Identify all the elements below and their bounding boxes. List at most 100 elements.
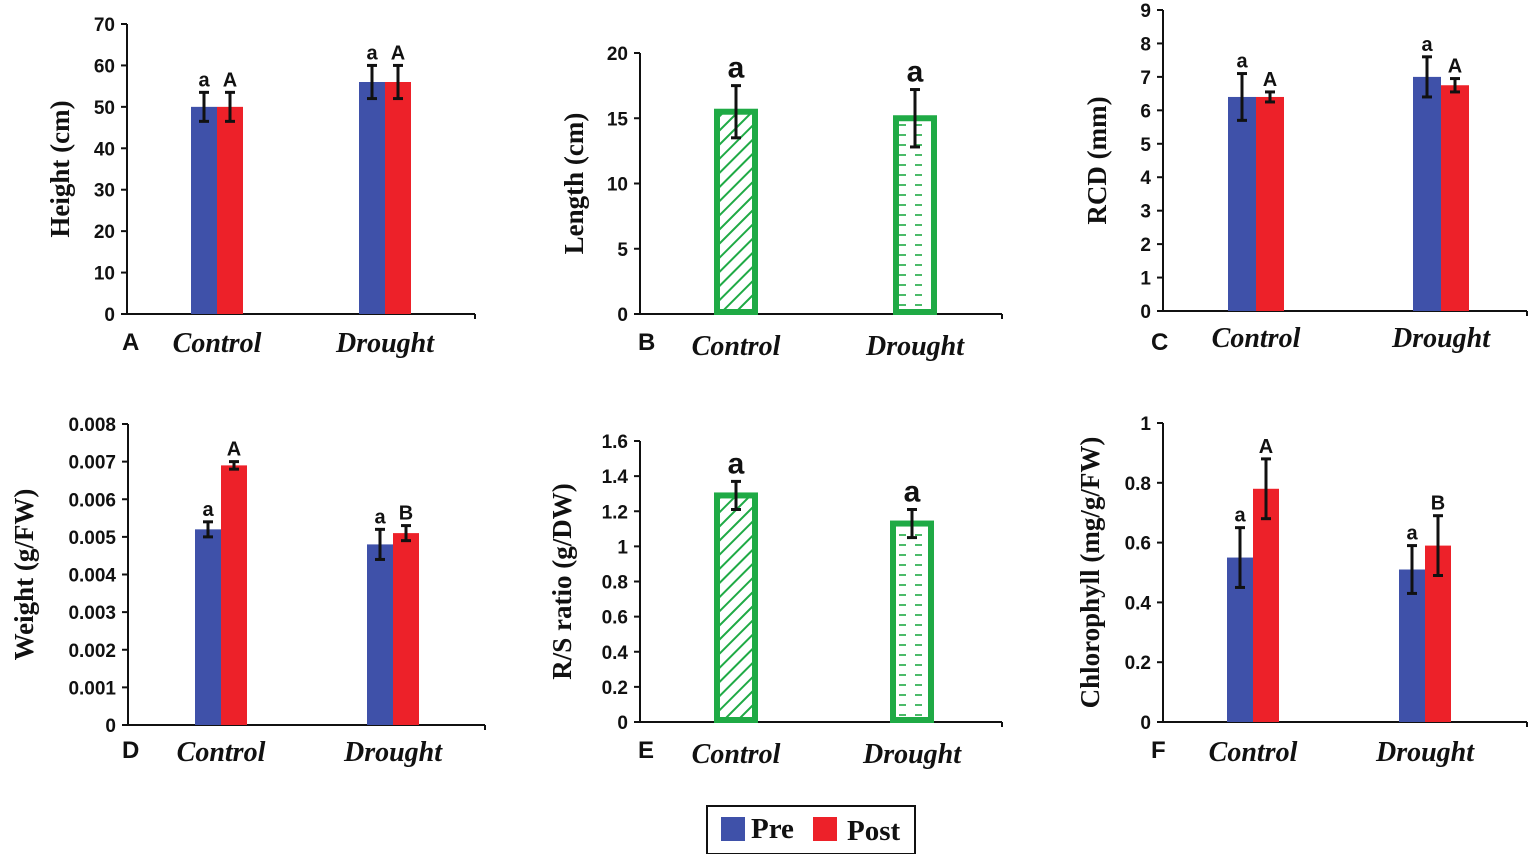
bar-post-drought [1441, 85, 1469, 311]
y-tick-label: 0.006 [68, 490, 116, 511]
y-tick-label: 30 [94, 181, 115, 202]
y-tick-label: 0.6 [1125, 534, 1151, 555]
chart-panel-e: 0 0.2 0.4 0.6 0.8 1 1.2 1.4 1.6 R/S ratio (g/DW) C… [547, 432, 1003, 770]
y-tick-label: 0.4 [602, 643, 629, 664]
y-axis-title: R/S ratio (g/DW) [547, 483, 577, 679]
y-tick-label: 70 [94, 15, 115, 36]
y-tick-label: 20 [607, 44, 628, 65]
bar-post-control [217, 106, 243, 314]
category-label: Drought [862, 739, 962, 770]
significance-letter: A [1259, 436, 1273, 458]
y-tick-label: 0 [105, 716, 116, 737]
chart-panel-b: 0 5 10 15 20 Length (cm) Control Drought Ba a [559, 44, 1003, 362]
bar-pre-drought [1413, 76, 1441, 311]
y-tick-label: 0.004 [68, 566, 116, 587]
y-axis-title: Length (cm) [559, 113, 589, 255]
bar-rs-control [714, 492, 758, 723]
y-tick-label: 0.008 [68, 415, 116, 436]
y-tick-label: 0.003 [68, 603, 116, 624]
chart-panel-a: 0 10 20 30 40 50 60 70 Height (cm) Control Drought… [45, 15, 476, 359]
y-tick-label: 6 [1140, 101, 1151, 122]
panel-label: A [122, 329, 139, 356]
significance-letter: A [1448, 56, 1462, 78]
y-tick-label: 2 [1140, 235, 1151, 256]
significance-letter: a [907, 56, 924, 89]
y-tick-label: 0.001 [68, 678, 116, 699]
bar-post-control [1253, 488, 1279, 722]
category-label: Drought [335, 328, 435, 359]
y-tick-label: 0 [617, 713, 628, 734]
bar-post-control [1256, 96, 1284, 311]
y-tick-label: 8 [1140, 34, 1151, 55]
y-tick-label: 0 [617, 305, 628, 326]
y-tick-label: 4 [1140, 168, 1151, 189]
legend-swatch-post [813, 817, 837, 841]
y-tick-label: 0 [1140, 302, 1151, 323]
significance-letter: A [223, 69, 237, 91]
y-tick-label: 0.007 [68, 453, 116, 474]
panel-label: E [638, 737, 654, 764]
y-tick-label: 40 [94, 139, 115, 160]
y-tick-label: 1 [617, 537, 628, 558]
bar-pre-control [195, 529, 221, 725]
category-label: Control [1209, 737, 1298, 768]
chart-panel-f: 0 0.2 0.4 0.6 0.8 1 Chlorophyll (mg/g/FW) Contr… [1075, 414, 1528, 768]
legend-swatch-pre [721, 817, 745, 841]
significance-letter: a [1236, 51, 1248, 73]
panel-label: D [122, 737, 139, 764]
category-label: Control [173, 328, 262, 359]
y-tick-label: 10 [607, 175, 628, 196]
y-tick-label: 0.2 [602, 678, 628, 699]
category-label: Drought [1375, 737, 1475, 768]
y-axis-title: Height (cm) [45, 100, 75, 237]
y-axis-title: Chlorophyll (mg/g/FW) [1075, 437, 1105, 709]
y-tick-label: 0.2 [1125, 653, 1151, 674]
y-tick-label: 3 [1140, 202, 1151, 223]
bar-pre-control [191, 106, 217, 314]
bar-root-control [714, 108, 758, 315]
category-label: Drought [865, 331, 965, 362]
significance-letter: A [391, 42, 405, 64]
y-tick-label: 9 [1140, 1, 1151, 22]
legend-label-post: Post [847, 815, 901, 847]
chart-panel-d: 0 0.001 0.002 0.003 0.004 0.005 0.006 0.007 0.00… [9, 415, 486, 768]
y-tick-label: 5 [617, 240, 628, 261]
y-tick-label: 0.8 [602, 573, 628, 594]
significance-letter: B [399, 503, 413, 525]
bar-post-control [221, 465, 247, 725]
y-tick-label: 0 [104, 305, 115, 326]
significance-letter: a [904, 475, 921, 508]
category-label: Control [1212, 323, 1301, 354]
legend: Pre Post [706, 805, 916, 854]
y-tick-label: 15 [607, 109, 629, 130]
significance-letter: a [198, 69, 210, 91]
y-axis-title: Weight (g/FW) [9, 489, 39, 661]
significance-letter: a [366, 42, 378, 64]
y-axis-title: RCD (mm) [1082, 96, 1112, 224]
category-label: Control [692, 331, 781, 362]
y-tick-label: 1 [1140, 269, 1151, 290]
panel-label: B [638, 329, 655, 356]
significance-letter: A [1263, 69, 1277, 91]
legend-label-pre: Pre [751, 813, 794, 845]
significance-letter: a [728, 447, 745, 480]
y-tick-label: 0.4 [1125, 593, 1152, 614]
legend-frame [706, 805, 916, 854]
y-tick-label: 1.2 [602, 502, 628, 523]
category-label: Drought [343, 737, 443, 768]
y-tick-label: 5 [1140, 135, 1151, 156]
significance-letter: a [728, 52, 745, 85]
y-tick-label: 7 [1140, 68, 1151, 89]
panel-label: C [1151, 329, 1168, 356]
category-label: Drought [1391, 323, 1491, 354]
bar-rs-drought [890, 520, 934, 724]
y-tick-label: 0.002 [68, 641, 116, 662]
y-tick-label: 1.4 [602, 467, 629, 488]
y-tick-label: 10 [94, 264, 115, 285]
significance-letter: a [1406, 523, 1418, 545]
category-label: Control [692, 739, 781, 770]
y-tick-label: 60 [94, 56, 115, 77]
significance-letter: a [1421, 34, 1433, 56]
significance-letter: B [1431, 493, 1445, 515]
